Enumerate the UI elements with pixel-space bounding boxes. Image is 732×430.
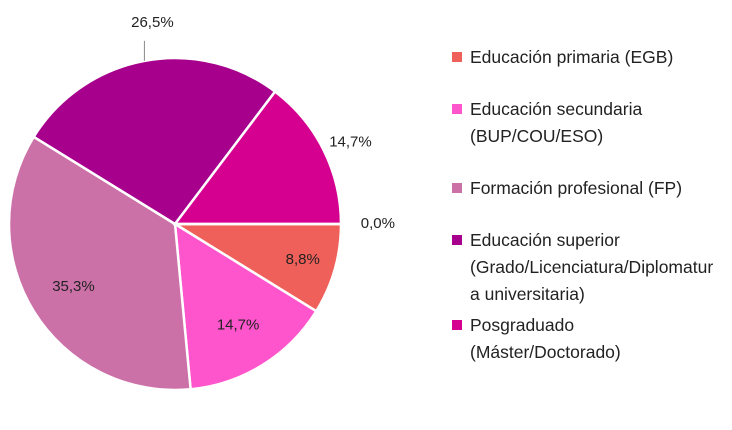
legend-item: Educación secundaria (BUP/COU/ESO) — [452, 96, 722, 150]
data-label: 14,7% — [217, 316, 260, 333]
pie-slice — [173, 221, 318, 391]
pie-slice — [170, 222, 343, 313]
legend: Educación primaria (EGB) Educación secund… — [452, 44, 722, 391]
legend-swatch — [452, 320, 462, 330]
legend-label: Formación profesional (FP) — [470, 178, 683, 198]
legend-label: Posgraduado (Máster/Doctorado) — [470, 315, 621, 362]
pie-slice — [32, 56, 277, 226]
legend-swatch — [452, 183, 462, 193]
data-label: 0,0% — [361, 215, 395, 232]
legend-swatch — [452, 235, 462, 245]
legend-item: Formación profesional (FP) — [452, 175, 722, 202]
data-label: 35,3% — [52, 278, 95, 295]
legend-label: Educación secundaria (BUP/COU/ESO) — [470, 99, 643, 146]
data-label: 8,8% — [286, 251, 320, 268]
legend-swatch — [452, 104, 462, 114]
pie-slice — [7, 135, 192, 392]
data-label: 26,5% — [131, 14, 174, 31]
data-label: 14,7% — [329, 134, 372, 151]
pie-slice — [172, 89, 343, 226]
legend-swatch — [452, 52, 462, 62]
legend-item: Educación primaria (EGB) — [452, 44, 722, 71]
legend-item: Posgraduado (Máster/Doctorado) — [452, 312, 722, 366]
legend-label: Educación primaria (EGB) — [470, 47, 674, 67]
legend-item: Educación superior (Grado/Licenciatura/D… — [452, 227, 722, 308]
legend-label: Educación superior (Grado/Licenciatura/D… — [470, 230, 714, 304]
